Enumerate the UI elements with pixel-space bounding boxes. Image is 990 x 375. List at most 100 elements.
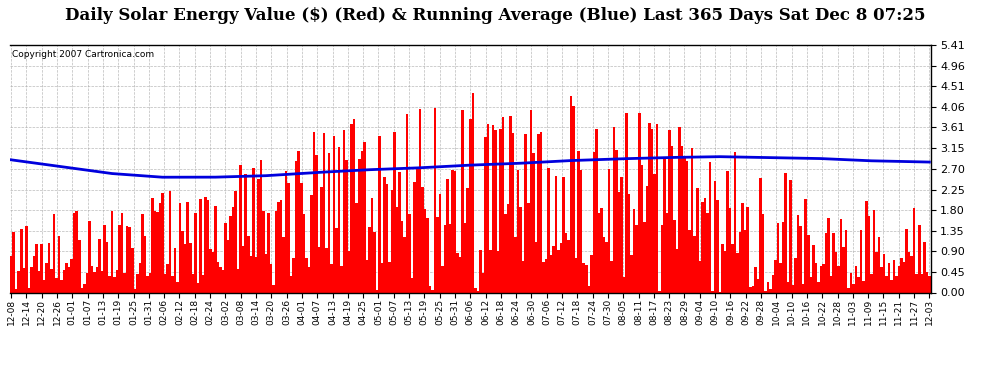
- Bar: [113, 277, 116, 292]
- Bar: [820, 266, 822, 292]
- Bar: [252, 168, 254, 292]
- Bar: [660, 225, 663, 292]
- Bar: [358, 159, 360, 292]
- Bar: [194, 213, 197, 292]
- Bar: [805, 199, 807, 292]
- Text: Copyright 2007 Cartronica.com: Copyright 2007 Cartronica.com: [12, 50, 153, 59]
- Bar: [595, 129, 598, 292]
- Bar: [285, 171, 287, 292]
- Bar: [219, 267, 222, 292]
- Bar: [522, 261, 525, 292]
- Bar: [921, 274, 923, 292]
- Bar: [616, 150, 618, 292]
- Bar: [582, 264, 585, 292]
- Bar: [232, 207, 235, 292]
- Bar: [96, 267, 98, 292]
- Bar: [240, 165, 242, 292]
- Bar: [621, 177, 623, 292]
- Bar: [437, 217, 439, 292]
- Bar: [575, 258, 577, 292]
- Bar: [419, 109, 421, 292]
- Bar: [370, 198, 373, 292]
- Bar: [308, 267, 310, 292]
- Bar: [504, 214, 507, 292]
- Bar: [383, 177, 386, 292]
- Bar: [724, 251, 727, 292]
- Bar: [134, 290, 136, 292]
- Bar: [565, 233, 567, 292]
- Bar: [119, 225, 121, 292]
- Bar: [849, 273, 852, 292]
- Bar: [527, 203, 530, 292]
- Bar: [653, 174, 655, 292]
- Bar: [756, 279, 759, 292]
- Bar: [406, 114, 409, 292]
- Bar: [305, 258, 308, 292]
- Bar: [78, 240, 80, 292]
- Bar: [464, 222, 466, 292]
- Bar: [828, 218, 830, 292]
- Text: Daily Solar Energy Value ($) (Red) & Running Average (Blue) Last 365 Days Sat De: Daily Solar Energy Value ($) (Red) & Run…: [64, 8, 926, 24]
- Bar: [610, 261, 613, 292]
- Bar: [535, 242, 538, 292]
- Bar: [126, 226, 129, 292]
- Bar: [532, 153, 535, 292]
- Bar: [641, 165, 644, 292]
- Bar: [347, 251, 350, 292]
- Bar: [678, 127, 681, 292]
- Bar: [15, 289, 18, 292]
- Bar: [650, 129, 653, 292]
- Bar: [906, 230, 908, 292]
- Bar: [323, 133, 325, 292]
- Bar: [655, 124, 658, 292]
- Bar: [557, 250, 559, 292]
- Bar: [857, 277, 860, 292]
- Bar: [257, 179, 259, 292]
- Bar: [313, 132, 315, 292]
- Bar: [212, 252, 214, 292]
- Bar: [25, 226, 28, 292]
- Bar: [55, 278, 57, 292]
- Bar: [903, 262, 906, 292]
- Bar: [355, 203, 358, 292]
- Bar: [840, 219, 842, 292]
- Bar: [722, 244, 724, 292]
- Bar: [171, 276, 174, 292]
- Bar: [73, 213, 75, 292]
- Bar: [365, 260, 368, 292]
- Bar: [792, 285, 794, 292]
- Bar: [898, 266, 900, 292]
- Bar: [633, 210, 636, 292]
- Bar: [658, 291, 660, 292]
- Bar: [35, 244, 38, 292]
- Bar: [916, 274, 918, 292]
- Bar: [714, 182, 716, 292]
- Bar: [403, 237, 406, 292]
- Bar: [567, 240, 570, 292]
- Bar: [331, 264, 333, 292]
- Bar: [487, 124, 489, 292]
- Bar: [618, 192, 621, 292]
- Bar: [598, 213, 600, 292]
- Bar: [254, 257, 257, 292]
- Bar: [838, 266, 840, 292]
- Bar: [777, 223, 779, 292]
- Bar: [512, 133, 515, 292]
- Bar: [328, 153, 331, 292]
- Bar: [101, 271, 103, 292]
- Bar: [515, 237, 517, 292]
- Bar: [860, 231, 862, 292]
- Bar: [148, 273, 151, 292]
- Bar: [590, 255, 593, 292]
- Bar: [269, 264, 272, 292]
- Bar: [300, 183, 303, 292]
- Bar: [343, 130, 346, 292]
- Bar: [186, 202, 189, 292]
- Bar: [217, 262, 219, 292]
- Bar: [794, 258, 797, 292]
- Bar: [469, 119, 471, 292]
- Bar: [530, 110, 532, 292]
- Bar: [93, 272, 96, 292]
- Bar: [572, 106, 575, 292]
- Bar: [174, 248, 176, 292]
